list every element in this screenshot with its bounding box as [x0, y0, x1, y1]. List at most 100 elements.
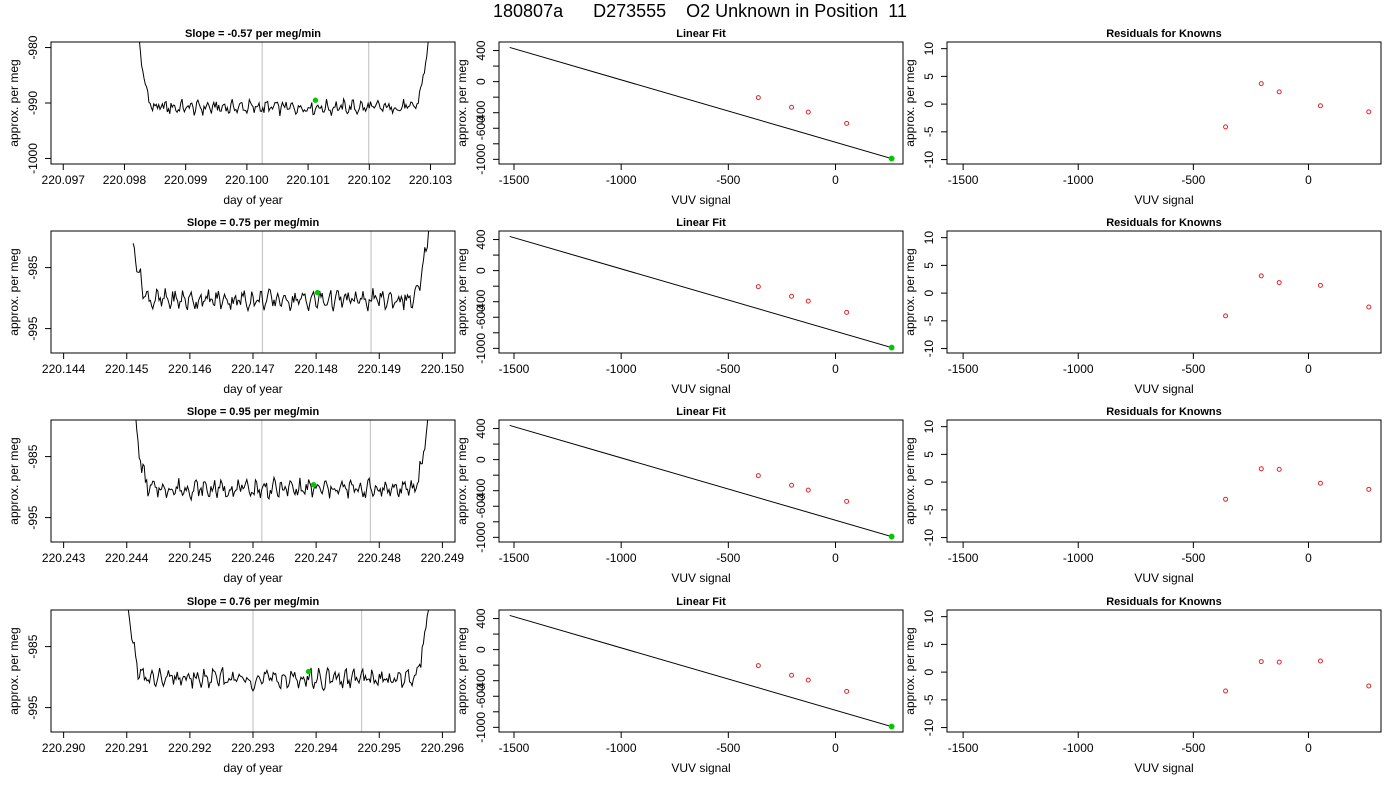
plot-area	[138, 42, 429, 164]
y-tick-label: -5	[922, 694, 936, 705]
y-axis-label: approx. per meg	[903, 59, 917, 146]
y-tick-label: -600	[474, 684, 488, 708]
y-tick-label: 400	[474, 608, 488, 628]
unknown-point	[888, 723, 895, 730]
panel-time-series-2: Slope = 0.75 per meg/min day of year appro…	[7, 217, 464, 396]
y-tick-label: -990	[26, 91, 40, 115]
x-tick-label: 220.150	[421, 362, 465, 376]
fit-line	[509, 235, 894, 349]
y-tick-label: 400	[474, 229, 488, 249]
x-tick-label: -500	[1181, 362, 1205, 376]
x-tick-label: -1500	[948, 362, 979, 376]
x-tick-label: -500	[1181, 741, 1205, 755]
plot-frame	[498, 41, 904, 165]
panel-time-series-4: Slope = 0.76 per meg/min day of year appro…	[7, 596, 465, 775]
known-point	[805, 298, 811, 304]
y-tick-label: -10	[922, 340, 936, 358]
y-tick-label: 5	[922, 73, 936, 80]
y-tick-label: -10	[922, 529, 936, 547]
x-axis-label: day of year	[223, 382, 282, 396]
known-point	[844, 120, 850, 126]
y-tick-label: -985	[26, 255, 40, 279]
y-axis-label: approx. per meg	[7, 437, 21, 524]
y-axis-label: approx. per meg	[455, 59, 469, 146]
y-tick-label: 0	[474, 267, 488, 274]
x-tick-label: 0	[1305, 362, 1312, 376]
y-tick-label: -600	[474, 305, 488, 329]
y-tick-label: 10	[922, 231, 936, 245]
x-axis-label: VUV signal	[671, 382, 730, 396]
panel-residuals-3: Residuals for Knowns VUV signal approx. pe…	[903, 406, 1382, 585]
plot-frame	[498, 609, 904, 733]
x-tick-label: 220.146	[168, 362, 212, 376]
plot-area	[509, 424, 895, 540]
x-tick-label: 220.248	[358, 551, 402, 565]
y-tick-label: -600	[474, 494, 488, 518]
y-tick-label: -1000	[26, 143, 40, 174]
unknown-point	[888, 533, 895, 540]
y-tick-label: -1000	[474, 144, 488, 175]
y-tick-label: 0	[474, 78, 488, 85]
y-axis-label: approx. per meg	[455, 627, 469, 714]
x-tick-label: 220.245	[168, 551, 212, 565]
x-tick-label: 220.294	[294, 741, 338, 755]
x-tick-label: 220.148	[294, 362, 338, 376]
y-tick-label: -10	[922, 719, 936, 737]
panel-title: Slope = 0.95 per meg/min	[187, 406, 320, 418]
panel-residuals-1: Residuals for Knowns VUV signal approx. pe…	[903, 28, 1382, 207]
plot-frame	[50, 230, 456, 354]
panel-title: Residuals for Knowns	[1106, 28, 1222, 40]
x-tick-label: -1500	[499, 551, 530, 565]
y-tick-label: -1000	[474, 333, 488, 364]
x-axis-label: VUV signal	[671, 571, 730, 585]
known-point	[789, 104, 795, 110]
plot-area	[135, 420, 429, 542]
residual-point	[1223, 124, 1229, 130]
plot-frame	[50, 609, 456, 733]
y-tick-label: 5	[922, 641, 936, 648]
x-tick-label: 220.296	[421, 741, 465, 755]
trace-line	[132, 231, 430, 313]
plot-area	[1223, 81, 1372, 130]
y-tick-label: 400	[474, 40, 488, 60]
residual-point	[1223, 496, 1229, 502]
panel-title: Residuals for Knowns	[1106, 217, 1222, 229]
panel-time-series-1: Slope = -0.57 per meg/min day of year appr…	[7, 28, 456, 207]
x-axis-label: VUV signal	[671, 193, 730, 207]
x-tick-label: 220.290	[42, 741, 86, 755]
residual-point	[1317, 282, 1323, 288]
x-tick-label: 220.144	[42, 362, 86, 376]
y-tick-label: 0	[474, 646, 488, 653]
x-tick-label: 220.293	[231, 741, 275, 755]
y-tick-label: -400	[474, 668, 488, 692]
plot-area	[509, 614, 895, 730]
plot-frame	[498, 419, 904, 543]
plot-area	[509, 235, 895, 351]
y-tick-label: -600	[474, 116, 488, 140]
residual-point	[1317, 103, 1323, 109]
residual-point	[1258, 273, 1264, 279]
plot-area	[1223, 466, 1372, 502]
x-tick-label: 220.249	[421, 551, 465, 565]
page-title: 180807a D273555 O2 Unknown in Position 1…	[493, 1, 907, 21]
panel-title: Residuals for Knowns	[1106, 596, 1222, 608]
unknown-point	[888, 344, 895, 351]
x-tick-label: -1000	[606, 551, 637, 565]
y-tick-label: -985	[26, 444, 40, 468]
panel-title: Linear Fit	[676, 596, 726, 608]
residual-point	[1276, 89, 1282, 95]
x-tick-label: -1000	[606, 741, 637, 755]
plot-frame	[498, 230, 904, 354]
y-axis-label: approx. per meg	[7, 627, 21, 714]
x-axis-label: VUV signal	[1134, 382, 1193, 396]
x-tick-label: 220.149	[358, 362, 402, 376]
y-axis-label: approx. per meg	[7, 59, 21, 146]
residual-point	[1276, 280, 1282, 286]
panel-linear-fit-3: Linear Fit VUV signal approx. per meg -1500…	[455, 406, 904, 585]
trace-line	[138, 42, 429, 117]
trace-line	[135, 420, 429, 502]
x-tick-label: 220.102	[348, 173, 392, 187]
trace-line	[127, 610, 430, 692]
x-tick-label: 220.247	[294, 551, 338, 565]
